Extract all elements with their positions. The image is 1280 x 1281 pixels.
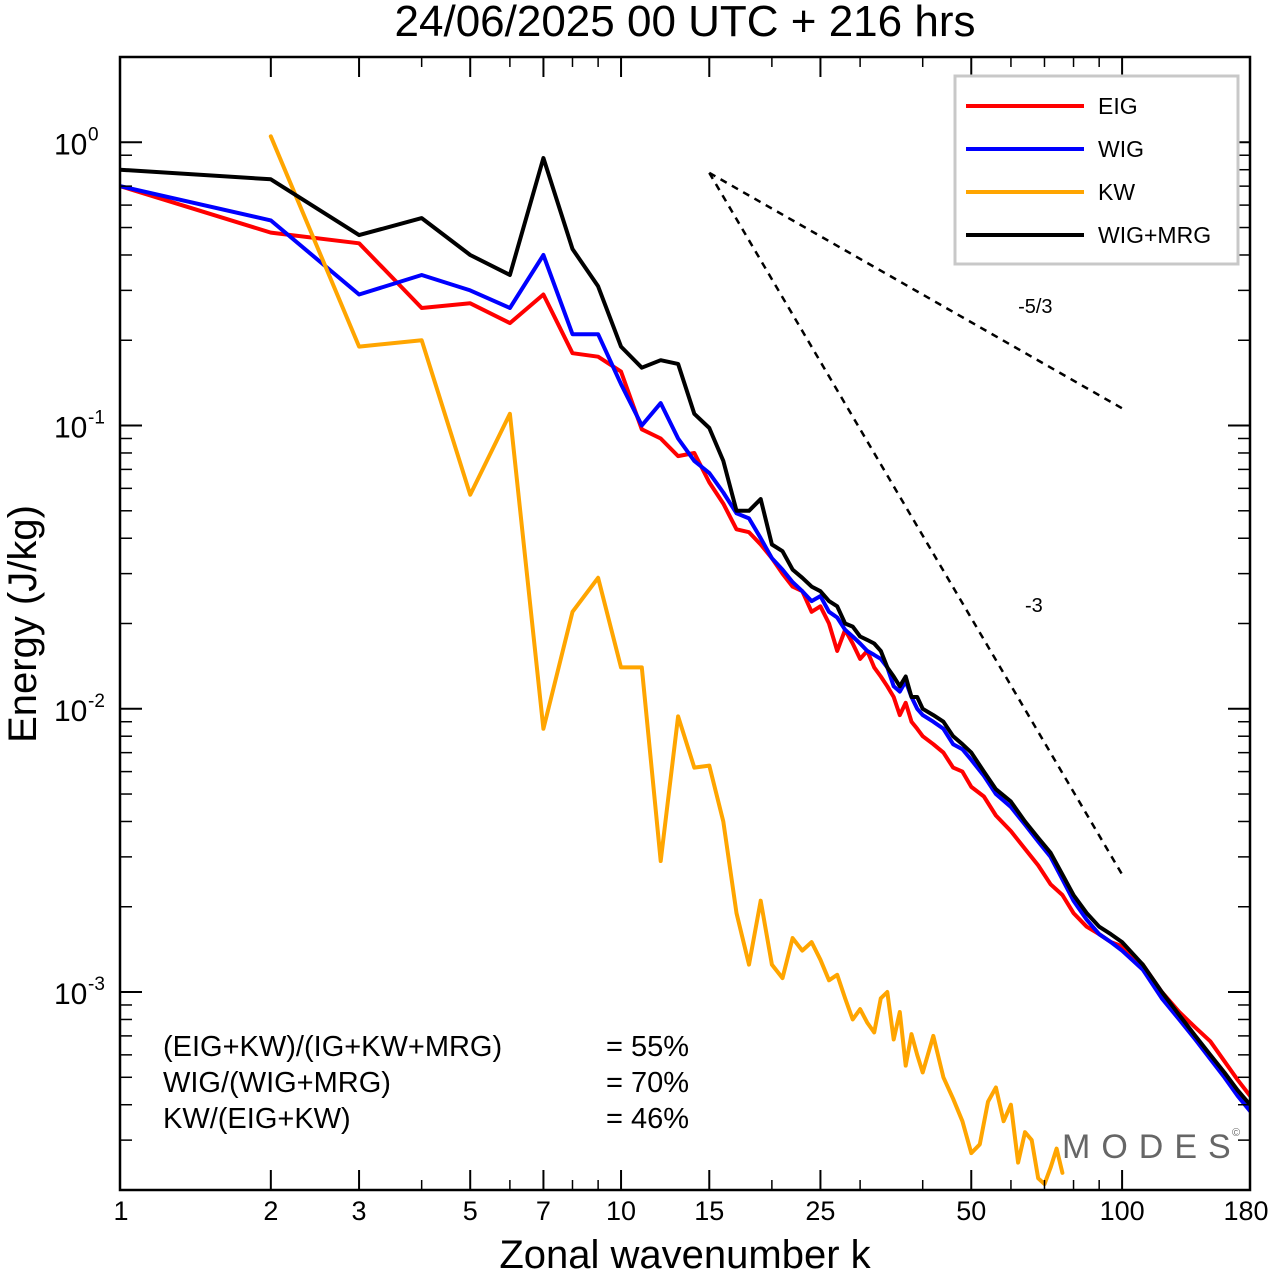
x-tick-label: 25 — [805, 1196, 835, 1226]
y-axis-label: Energy (J/kg) — [1, 505, 45, 743]
energy-ratio-stats: (EIG+KW)/(IG+KW+MRG) = 55% WIG/(WIG+MRG) = … — [163, 1031, 689, 1135]
legend: EIG WIG KW WIG+MRG — [953, 74, 1240, 266]
x-axis-ticks: 1 2 3 5 7 10 15 25 50 100 180 — [113, 57, 1269, 1226]
reference-slope-label: -5/3 — [1018, 296, 1052, 318]
legend-entry: EIG — [966, 93, 1138, 119]
y-tick-base: 10 — [54, 978, 87, 1011]
x-tick-label: 180 — [1223, 1196, 1268, 1226]
series-line-eig — [120, 184, 1250, 1098]
x-tick-label: 5 — [463, 1196, 478, 1226]
x-axis-label: Zonal wavenumber k — [499, 1233, 871, 1277]
reference-slope-line — [708, 172, 1124, 876]
brand-copyright-mark: © — [1232, 1127, 1240, 1139]
legend-entry: WIG — [966, 136, 1144, 162]
modes-brand: MODES © — [1062, 1127, 1242, 1166]
x-tick-label: 2 — [263, 1196, 278, 1226]
stat-value: = 46% — [606, 1103, 689, 1135]
y-tick-label: 10 -1 — [54, 408, 105, 445]
legend-label: EIG — [1098, 93, 1138, 119]
legend-entry: WIG+MRG — [966, 222, 1211, 248]
y-tick-exponent: 0 — [88, 124, 99, 145]
stat-label: KW/(EIG+KW) — [163, 1103, 351, 1135]
stat-value: = 70% — [606, 1067, 689, 1099]
legend-label: WIG+MRG — [1098, 222, 1211, 248]
series-line-wig — [120, 184, 1250, 1113]
x-tick-label: 3 — [352, 1196, 367, 1226]
legend-label: WIG — [1098, 136, 1144, 162]
x-tick-label: 50 — [956, 1196, 986, 1226]
stat-label: (EIG+KW)/(IG+KW+MRG) — [163, 1031, 502, 1063]
y-tick-label: 10 0 — [54, 124, 99, 161]
y-tick-exponent: -3 — [88, 974, 105, 995]
stat-value: = 55% — [606, 1031, 689, 1063]
x-tick-label: 7 — [536, 1196, 551, 1226]
legend-entry: KW — [966, 179, 1135, 205]
brand-text: MODES — [1062, 1128, 1242, 1166]
y-tick-label: 10 -2 — [54, 691, 105, 728]
y-tick-exponent: -2 — [88, 691, 105, 712]
series-layer — [120, 134, 1250, 1186]
chart-title: 24/06/2025 00 UTC + 216 hrs — [395, 0, 976, 46]
reference-slopes: -5/3 -3 — [708, 171, 1124, 876]
reference-slope-label: -3 — [1025, 595, 1043, 617]
y-tick-base: 10 — [54, 412, 87, 445]
y-tick-exponent: -1 — [88, 408, 105, 429]
legend-label: KW — [1098, 179, 1135, 205]
x-tick-label: 1 — [113, 1196, 128, 1226]
y-tick-label: 10 -3 — [54, 974, 105, 1011]
x-tick-label: 100 — [1100, 1196, 1145, 1226]
y-tick-base: 10 — [54, 128, 87, 161]
x-tick-label: 15 — [694, 1196, 724, 1226]
series-line-wig-mrg — [120, 156, 1250, 1107]
series-line-kw — [268, 134, 1065, 1186]
x-tick-label: 10 — [606, 1196, 636, 1226]
reference-slope-line — [708, 171, 1123, 410]
stat-label: WIG/(WIG+MRG) — [163, 1067, 391, 1099]
y-tick-base: 10 — [54, 695, 87, 728]
